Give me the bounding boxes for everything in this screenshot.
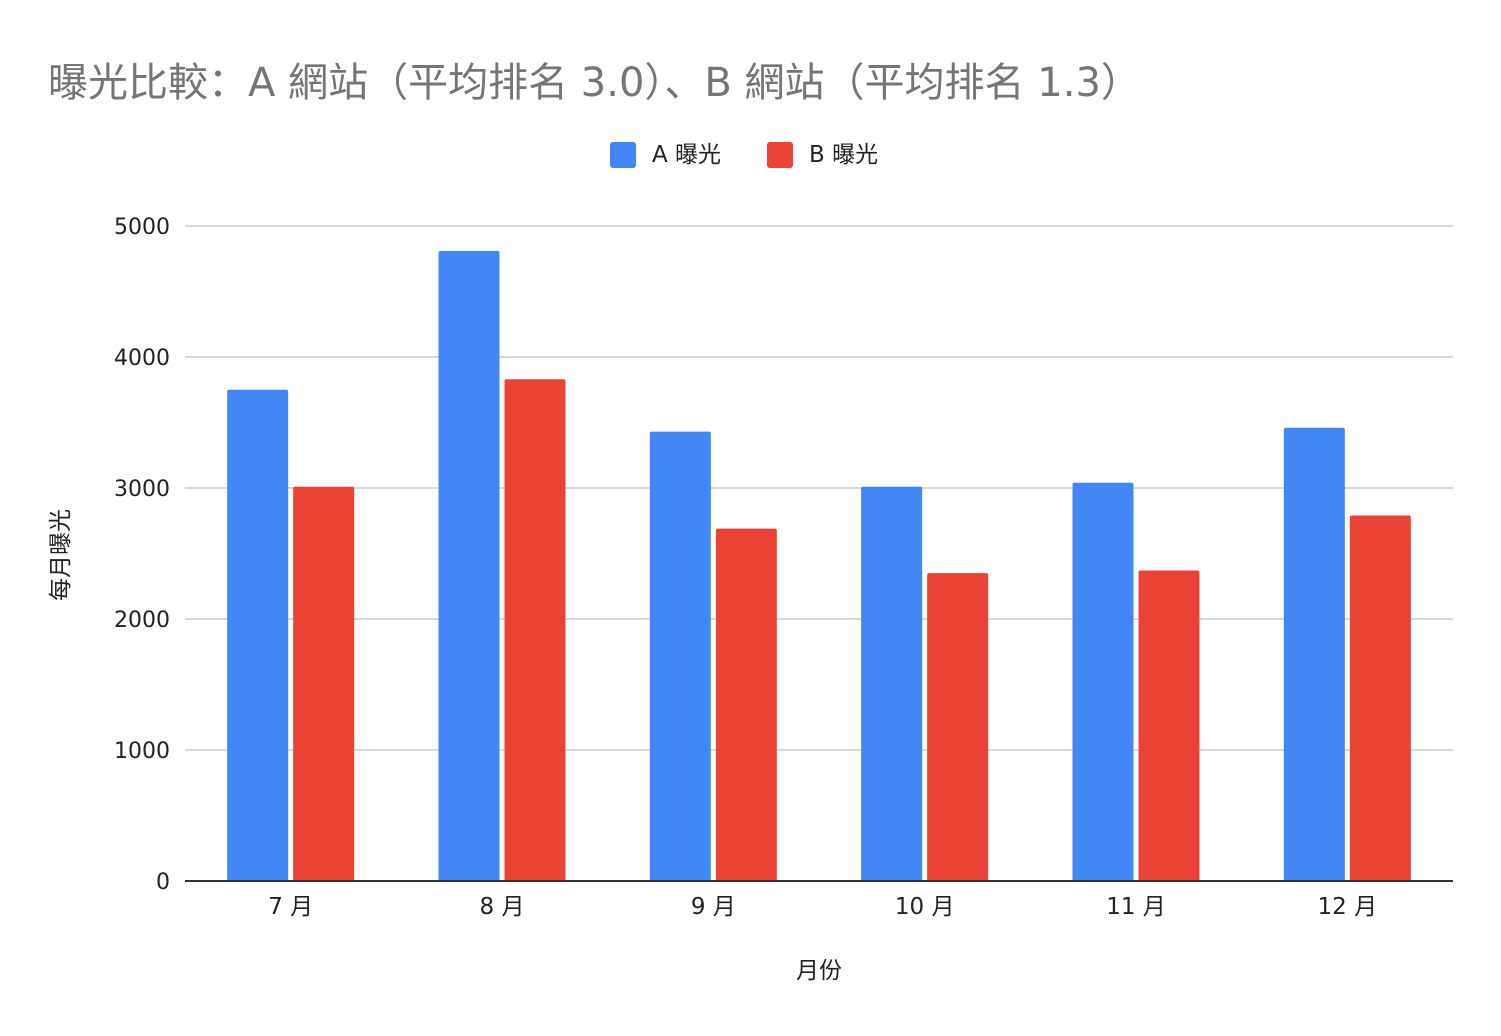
y-tick-label: 0 xyxy=(156,870,170,895)
y-tick-label: 4000 xyxy=(114,346,170,371)
legend-swatch xyxy=(767,142,793,168)
bar-b-0 xyxy=(293,486,355,881)
x-tick-label: 8 月 xyxy=(480,894,525,920)
y-tick-label: 5000 xyxy=(114,215,170,240)
bar-b-2 xyxy=(715,528,777,881)
legend-item-a: A 曝光 xyxy=(610,142,721,168)
bar-a-0 xyxy=(227,389,289,881)
legend-item-b: B 曝光 xyxy=(767,142,878,168)
chart-legend: A 曝光 B 曝光 xyxy=(610,142,878,168)
y-axis-label: 每月曝光 xyxy=(48,509,74,601)
y-tick-label: 2000 xyxy=(114,608,170,633)
legend-swatch xyxy=(610,142,636,168)
bar-a-1 xyxy=(438,250,500,881)
bar-b-4 xyxy=(1138,570,1200,881)
x-tick-label: 9 月 xyxy=(691,894,736,920)
legend-label: B 曝光 xyxy=(809,142,878,168)
x-axis-ticks: 7 月 8 月 9 月 10 月 11 月 12 月 xyxy=(268,894,1377,920)
x-axis-label: 月份 xyxy=(796,958,842,984)
x-tick-label: 12 月 xyxy=(1318,894,1378,920)
bar-a-2 xyxy=(649,431,711,881)
x-tick-label: 11 月 xyxy=(1106,894,1166,920)
x-tick-label: 10 月 xyxy=(895,894,955,920)
bar-a-3 xyxy=(861,486,923,881)
y-tick-label: 3000 xyxy=(114,477,170,502)
y-axis-ticks: 0 1000 2000 3000 4000 5000 xyxy=(114,215,170,895)
bar-b-1 xyxy=(504,379,566,881)
chart-title: 曝光比較：A 網站（平均排名 3.0）、B 網站（平均排名 1.3） xyxy=(48,60,1141,106)
legend-label: A 曝光 xyxy=(652,142,721,168)
y-tick-label: 1000 xyxy=(114,739,170,764)
bar-a-4 xyxy=(1072,482,1134,881)
bar-a-5 xyxy=(1283,427,1345,881)
bars-group xyxy=(227,250,1411,881)
bar-b-5 xyxy=(1349,515,1411,881)
bar-b-3 xyxy=(927,573,989,881)
x-tick-label: 7 月 xyxy=(268,894,313,920)
grid-lines xyxy=(185,225,1453,751)
